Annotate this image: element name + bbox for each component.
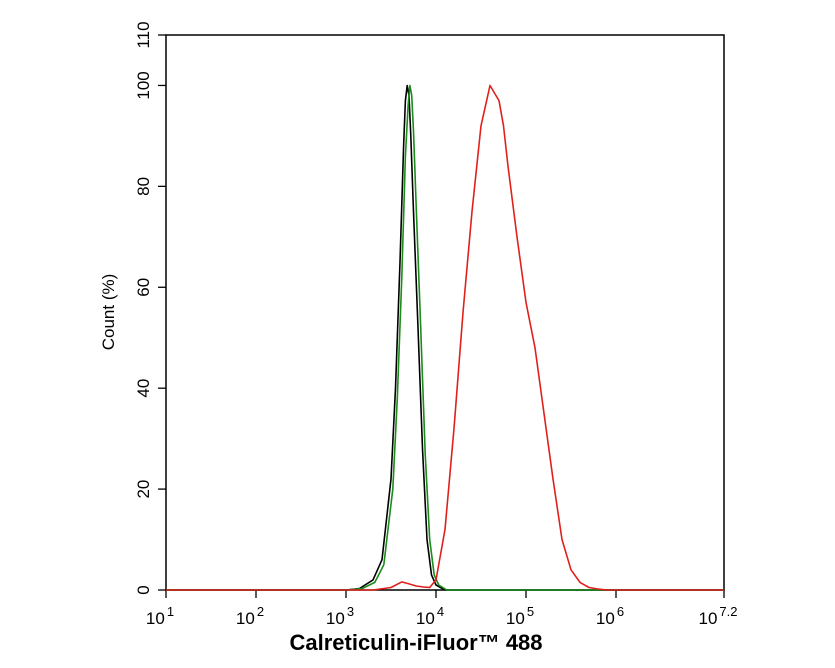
x-tick-label: 10 4 bbox=[416, 604, 444, 628]
y-axis-title: Count (%) bbox=[99, 274, 118, 351]
series-line-2 bbox=[166, 84, 724, 591]
x-tick-label: 10 1 bbox=[146, 604, 174, 628]
x-tick-label: 10 3 bbox=[326, 604, 354, 628]
y-tick-label: 40 bbox=[134, 379, 153, 398]
x-axis-title: Calreticulin-iFluor™ 488 bbox=[289, 630, 542, 655]
x-tick-label: 10 5 bbox=[506, 604, 534, 628]
series-layer bbox=[166, 84, 724, 591]
y-tick-label: 80 bbox=[134, 177, 153, 196]
x-tick-label: 10 6 bbox=[596, 604, 624, 628]
series-line-1 bbox=[166, 84, 724, 591]
y-tick-label: 60 bbox=[134, 278, 153, 297]
y-tick-label: 20 bbox=[134, 480, 153, 499]
x-axis: 10 1 10 2 10 3 10 4 10 5 10 6 10 7.2 bbox=[146, 590, 738, 628]
y-tick-label: 110 bbox=[134, 21, 153, 48]
y-tick-label: 0 bbox=[134, 585, 153, 594]
x-tick-label: 10 7.2 bbox=[699, 604, 738, 628]
x-tick-label: 10 2 bbox=[236, 604, 264, 628]
y-axis: 0 20 40 60 80 100 110 bbox=[134, 21, 166, 595]
plot-frame bbox=[165, 34, 725, 591]
series-line-3 bbox=[166, 84, 724, 591]
y-tick-label: 100 bbox=[134, 71, 153, 99]
